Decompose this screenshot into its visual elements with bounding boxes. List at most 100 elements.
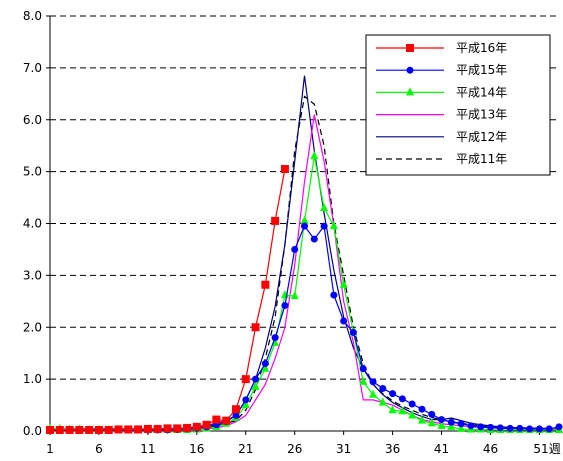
data-point-square: [143, 424, 152, 433]
data-point-circle: [349, 328, 357, 336]
series-平成14年: [46, 151, 563, 433]
data-point-square: [271, 216, 280, 225]
gridlines: [50, 15, 559, 380]
data-point-circle: [457, 420, 465, 428]
x-tick-label: 51週: [533, 442, 560, 456]
data-point-circle: [438, 416, 446, 424]
series-lines: [46, 75, 563, 434]
data-point-circle: [506, 424, 514, 432]
data-point-square: [134, 425, 143, 434]
y-tick-label: 4.0: [23, 217, 42, 231]
y-tick-label: 8.0: [23, 9, 42, 23]
data-point-circle: [428, 410, 436, 418]
data-point-triangle: [406, 87, 414, 96]
legend-entry: 平成12年: [376, 130, 507, 144]
data-point-triangle: [320, 202, 329, 211]
data-point-circle: [310, 235, 318, 243]
data-point-circle: [545, 425, 553, 433]
y-tick-label: 3.0: [23, 268, 42, 282]
data-point-square: [46, 425, 54, 434]
data-point-square: [261, 280, 270, 289]
data-point-square: [280, 165, 289, 174]
legend-label: 平成16年: [456, 41, 507, 55]
data-point-triangle: [427, 418, 436, 427]
data-point-circle: [359, 365, 367, 373]
x-tick-label: 41: [434, 442, 449, 456]
x-tick-label: 36: [385, 442, 400, 456]
series-平成16年: [46, 165, 289, 434]
data-point-square: [114, 425, 123, 434]
data-point-circle: [496, 424, 504, 432]
data-point-triangle: [398, 406, 407, 415]
data-point-circle: [398, 395, 406, 403]
data-point-circle: [252, 375, 260, 383]
legend-label: 平成12年: [456, 130, 507, 144]
data-point-square: [222, 416, 231, 425]
series-平成15年: [46, 222, 563, 434]
x-tick-label: 31: [336, 442, 351, 456]
x-tick-label: 6: [95, 442, 103, 456]
data-point-circle: [281, 301, 289, 309]
data-point-triangle: [447, 421, 456, 430]
data-point-circle: [535, 425, 543, 433]
legend-entry: 平成11年: [376, 152, 507, 166]
data-point-circle: [232, 411, 240, 419]
data-point-square: [173, 424, 182, 433]
data-point-circle: [242, 396, 250, 404]
data-point-triangle: [408, 410, 417, 419]
x-tick-label: 11: [140, 442, 155, 456]
y-tick-label: 1.0: [23, 372, 42, 386]
data-point-square: [104, 425, 113, 434]
data-point-square: [212, 415, 221, 424]
x-tick-label: 16: [189, 442, 204, 456]
data-point-circle: [320, 222, 328, 230]
data-point-circle: [447, 418, 455, 426]
data-point-square: [231, 405, 240, 414]
data-point-circle: [467, 422, 475, 430]
data-point-triangle: [339, 279, 348, 288]
legend-label: 平成13年: [456, 108, 507, 122]
axes: 0.01.02.03.04.05.06.07.08.01 6 11 16 21 26 31 3…: [23, 9, 561, 456]
data-point-square: [75, 425, 84, 434]
x-tick-label: 26: [287, 442, 302, 456]
legend-entry: 平成15年: [376, 63, 507, 77]
legend-label: 平成15年: [456, 63, 507, 77]
data-point-square: [163, 424, 172, 433]
series-line: [50, 224, 560, 431]
data-point-triangle: [417, 415, 426, 424]
data-point-triangle: [378, 397, 387, 406]
data-point-triangle: [369, 389, 378, 398]
data-point-circle: [271, 334, 279, 342]
data-point-circle: [330, 291, 338, 299]
legend-box: [365, 34, 551, 176]
data-point-triangle: [300, 215, 309, 224]
data-point-triangle: [359, 376, 368, 385]
series-line: [49, 155, 559, 431]
y-tick-label: 0.0: [23, 424, 42, 438]
legend-entry: 平成13年: [376, 108, 507, 122]
data-point-circle: [516, 424, 524, 432]
data-point-square: [85, 425, 94, 434]
data-point-square: [183, 423, 192, 432]
data-point-circle: [379, 384, 387, 392]
data-point-circle: [406, 66, 414, 74]
data-point-square: [202, 420, 211, 429]
data-point-square: [406, 44, 414, 52]
data-point-circle: [408, 400, 416, 408]
legend-entry: 平成14年: [376, 85, 507, 99]
y-tick-label: 6.0: [23, 113, 42, 127]
data-point-square: [65, 425, 74, 434]
data-point-circle: [261, 360, 269, 368]
data-point-triangle: [388, 405, 397, 414]
data-point-square: [55, 425, 64, 434]
data-point-square: [251, 323, 260, 332]
legend-label: 平成14年: [456, 85, 507, 99]
data-point-circle: [418, 405, 426, 413]
data-point-square: [192, 422, 201, 431]
y-tick-label: 7.0: [23, 61, 42, 75]
data-point-triangle: [290, 291, 299, 300]
data-point-circle: [369, 378, 377, 386]
data-point-triangle: [251, 381, 260, 390]
data-point-circle: [555, 423, 563, 431]
